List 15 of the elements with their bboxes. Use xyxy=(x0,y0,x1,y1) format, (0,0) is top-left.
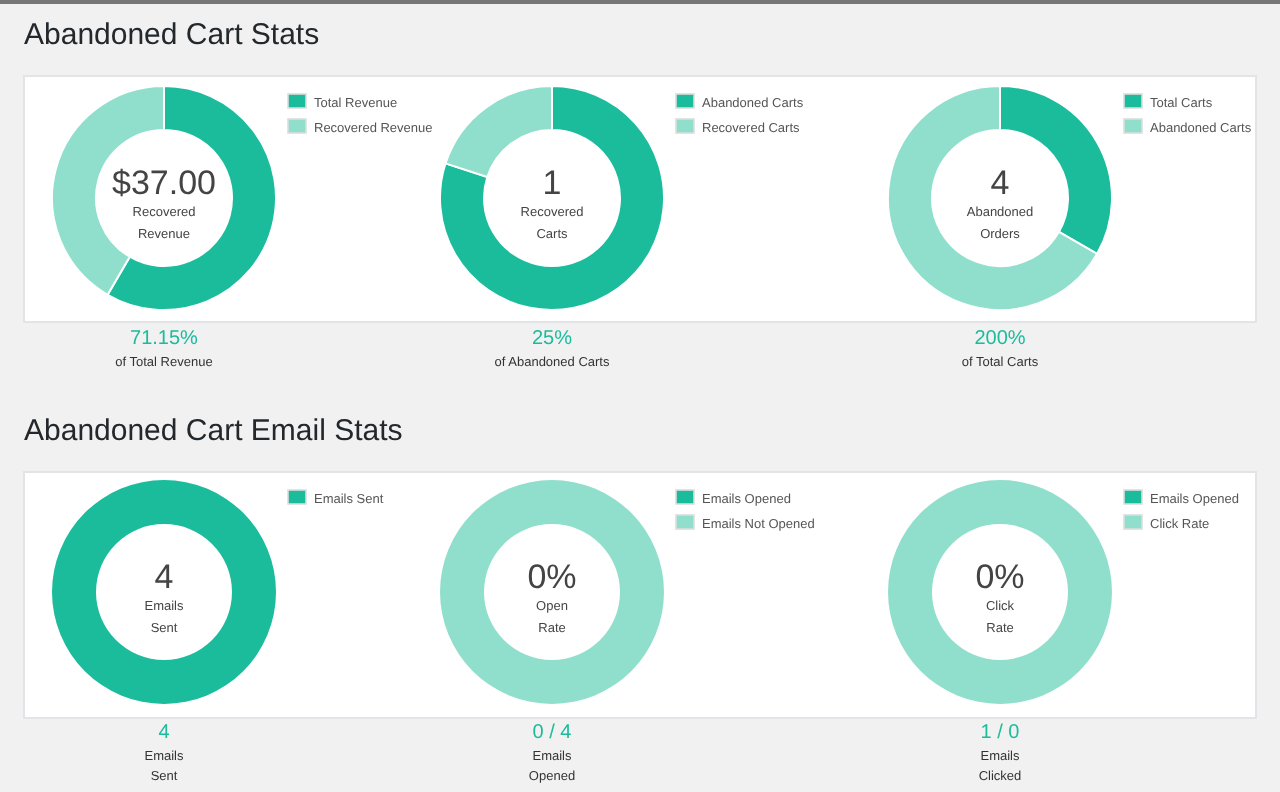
text: 200% xyxy=(974,328,1026,350)
text: 25% xyxy=(531,328,573,350)
donut-slice xyxy=(439,85,665,311)
text: 1 / 0 xyxy=(980,722,1021,744)
text: $37.00 xyxy=(112,164,216,202)
chart-title: Abandoned Cart Stats xyxy=(24,18,320,52)
chart-title: Abandoned Cart Email Stats xyxy=(24,414,403,448)
text: 1 xyxy=(542,164,562,202)
text: 0 / 4 xyxy=(532,722,573,744)
text: 71.15% xyxy=(130,328,199,350)
text: 4 xyxy=(154,558,174,596)
text: 4 xyxy=(990,164,1010,202)
text: 4 xyxy=(158,722,171,744)
text: 0% xyxy=(527,558,577,596)
text: 0% xyxy=(975,558,1025,596)
